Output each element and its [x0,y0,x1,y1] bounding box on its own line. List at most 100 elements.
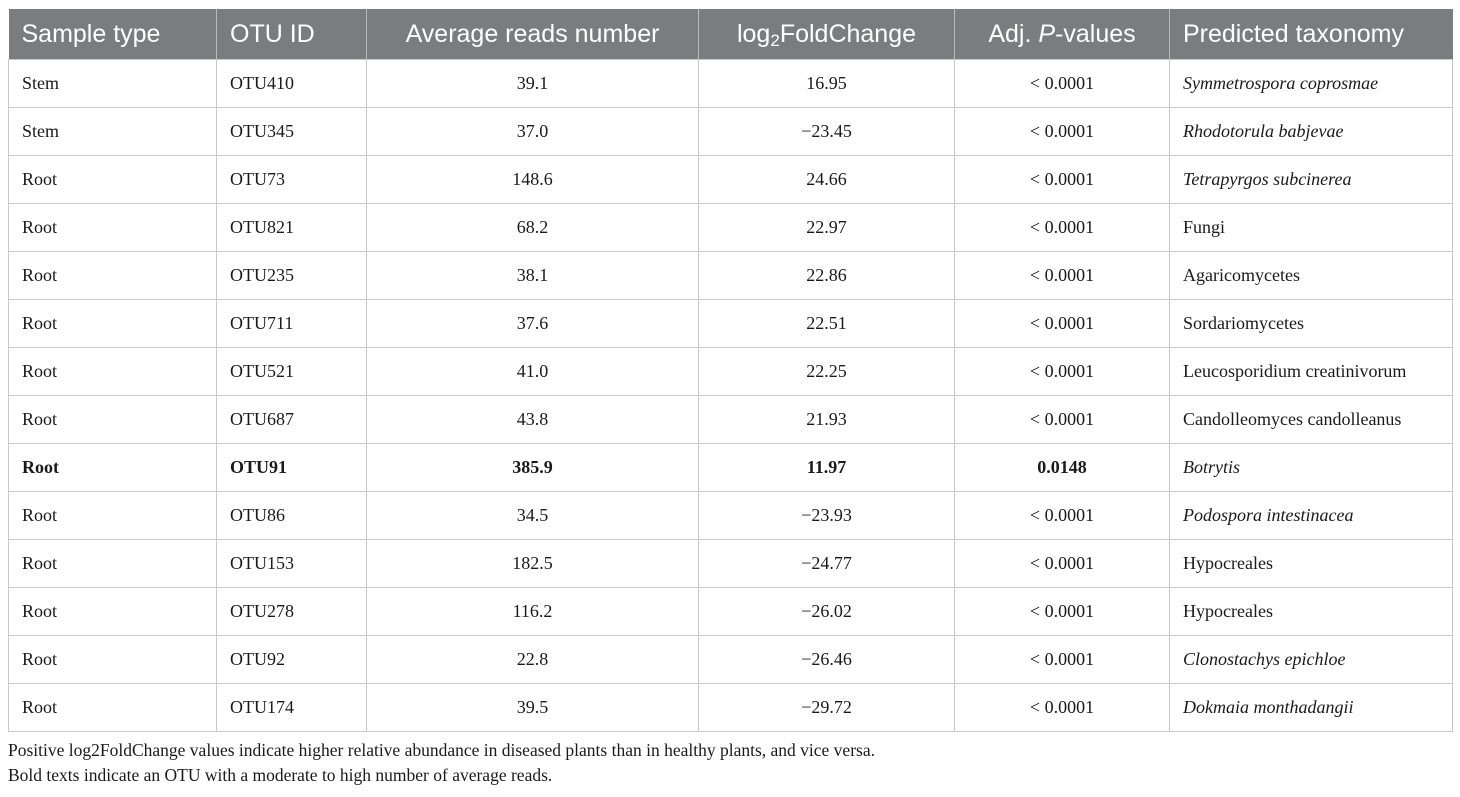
cell-average-reads: 22.8 [366,635,699,684]
cell-predicted-taxonomy: Rhodotorula babjevae [1169,107,1453,156]
cell-average-reads: 37.6 [366,299,699,348]
cell-adj-p-value: < 0.0001 [954,299,1170,348]
cell-predicted-taxonomy: Agaricomycetes [1169,251,1453,300]
cell-average-reads: 34.5 [366,491,699,540]
cell-log2foldchange: 11.97 [698,443,955,492]
cell-otu-id: OTU821 [216,203,367,252]
cell-sample-type: Root [8,587,217,636]
header-log2fc-subscript: 2 [770,30,780,50]
header-log2foldchange: log2FoldChange [698,9,955,60]
cell-predicted-taxonomy: Botrytis [1169,443,1453,492]
cell-average-reads: 68.2 [366,203,699,252]
cell-otu-id: OTU687 [216,395,367,444]
table-row: Root OTU821 68.2 22.97 < 0.0001 Fungi [8,203,1453,252]
cell-sample-type: Root [8,491,217,540]
table-row: Root OTU153 182.5 −24.77 < 0.0001 Hypocreales [8,539,1453,588]
cell-log2foldchange: −24.77 [698,539,955,588]
table-header: Sample type OTU ID Average reads number … [8,9,1453,60]
cell-adj-p-value: < 0.0001 [954,203,1170,252]
header-otu-id: OTU ID [216,9,367,60]
cell-otu-id: OTU73 [216,155,367,204]
document: Sample type OTU ID Average reads number … [8,9,1453,788]
cell-predicted-taxonomy: Tetrapyrgos subcinerea [1169,155,1453,204]
cell-adj-p-value: 0.0148 [954,443,1170,492]
cell-sample-type: Root [8,635,217,684]
table-body: Stem OTU410 39.1 16.95 < 0.0001 Symmetrospora… [8,59,1453,732]
table-row: Root OTU687 43.8 21.93 < 0.0001 Candolleomyce… [8,395,1453,444]
header-log2fc-suffix: FoldChange [779,19,917,48]
header-adj-p-values: Adj. P-values [954,9,1170,60]
cell-predicted-taxonomy: Sordariomycetes [1169,299,1453,348]
cell-log2foldchange: 22.97 [698,203,955,252]
cell-average-reads: 182.5 [366,539,699,588]
cell-average-reads: 37.0 [366,107,699,156]
cell-predicted-taxonomy: Leucosporidium creatinivorum [1169,347,1453,396]
table-row: Stem OTU345 37.0 −23.45 < 0.0001 Rhodotorula … [8,107,1453,156]
cell-sample-type: Stem [8,59,217,108]
cell-log2foldchange: 16.95 [698,59,955,108]
cell-otu-id: OTU278 [216,587,367,636]
footnote-log2foldchange: Positive log2FoldChange values indicate … [8,740,875,760]
cell-sample-type: Root [8,155,217,204]
cell-sample-type: Root [8,683,217,732]
cell-predicted-taxonomy: Symmetrospora coprosmae [1169,59,1453,108]
cell-otu-id: OTU410 [216,59,367,108]
cell-log2foldchange: 21.93 [698,395,955,444]
cell-average-reads: 116.2 [366,587,699,636]
cell-adj-p-value: < 0.0001 [954,635,1170,684]
table-row: Root OTU235 38.1 22.86 < 0.0001 Agaricomycete… [8,251,1453,300]
cell-average-reads: 41.0 [366,347,699,396]
cell-otu-id: OTU86 [216,491,367,540]
header-adjp-italic: P [1038,19,1056,48]
cell-predicted-taxonomy: Fungi [1169,203,1453,252]
header-row: Sample type OTU ID Average reads number … [8,9,1453,60]
cell-adj-p-value: < 0.0001 [954,251,1170,300]
table-row: Root OTU86 34.5 −23.93 < 0.0001 Podospora int… [8,491,1453,540]
cell-average-reads: 148.6 [366,155,699,204]
cell-log2foldchange: −23.93 [698,491,955,540]
cell-adj-p-value: < 0.0001 [954,347,1170,396]
cell-adj-p-value: < 0.0001 [954,587,1170,636]
cell-sample-type: Root [8,443,217,492]
cell-otu-id: OTU711 [216,299,367,348]
cell-otu-id: OTU174 [216,683,367,732]
cell-otu-id: OTU153 [216,539,367,588]
cell-log2foldchange: 22.51 [698,299,955,348]
cell-predicted-taxonomy: Podospora intestinacea [1169,491,1453,540]
cell-adj-p-value: < 0.0001 [954,155,1170,204]
cell-log2foldchange: 24.66 [698,155,955,204]
cell-otu-id: OTU91 [216,443,367,492]
header-predicted-taxonomy: Predicted taxonomy [1169,9,1453,60]
header-sample-type: Sample type [8,9,217,60]
header-log2fc-prefix: log [736,19,771,48]
cell-adj-p-value: < 0.0001 [954,491,1170,540]
table-row: Root OTU92 22.8 −26.46 < 0.0001 Clonostachys … [8,635,1453,684]
cell-average-reads: 385.9 [366,443,699,492]
cell-otu-id: OTU521 [216,347,367,396]
otu-table: Sample type OTU ID Average reads number … [8,9,1453,732]
cell-otu-id: OTU345 [216,107,367,156]
cell-log2foldchange: −29.72 [698,683,955,732]
table-row: Stem OTU410 39.1 16.95 < 0.0001 Symmetrospora… [8,59,1453,108]
cell-otu-id: OTU92 [216,635,367,684]
cell-adj-p-value: < 0.0001 [954,107,1170,156]
cell-predicted-taxonomy: Candolleomyces candolleanus [1169,395,1453,444]
cell-sample-type: Root [8,347,217,396]
header-adjp-prefix: Adj. [988,19,1039,48]
cell-log2foldchange: −23.45 [698,107,955,156]
cell-adj-p-value: < 0.0001 [954,59,1170,108]
cell-sample-type: Stem [8,107,217,156]
cell-log2foldchange: 22.25 [698,347,955,396]
table-row: Root OTU73 148.6 24.66 < 0.0001 Tetrapyrgos s… [8,155,1453,204]
table-row: Root OTU174 39.5 −29.72 < 0.0001 Dokmaia mont… [8,683,1453,732]
cell-sample-type: Root [8,539,217,588]
cell-average-reads: 38.1 [366,251,699,300]
table-row: Root OTU711 37.6 22.51 < 0.0001 Sordariomycet… [8,299,1453,348]
cell-average-reads: 39.1 [366,59,699,108]
cell-predicted-taxonomy: Clonostachys epichloe [1169,635,1453,684]
table-footnotes: Positive log2FoldChange values indicate … [8,738,1452,788]
table-row: Root OTU91 385.9 11.97 0.0148 Botrytis [8,443,1453,492]
table-row: Root OTU521 41.0 22.25 < 0.0001 Leucosporidiu… [8,347,1453,396]
cell-log2foldchange: 22.86 [698,251,955,300]
cell-adj-p-value: < 0.0001 [954,539,1170,588]
